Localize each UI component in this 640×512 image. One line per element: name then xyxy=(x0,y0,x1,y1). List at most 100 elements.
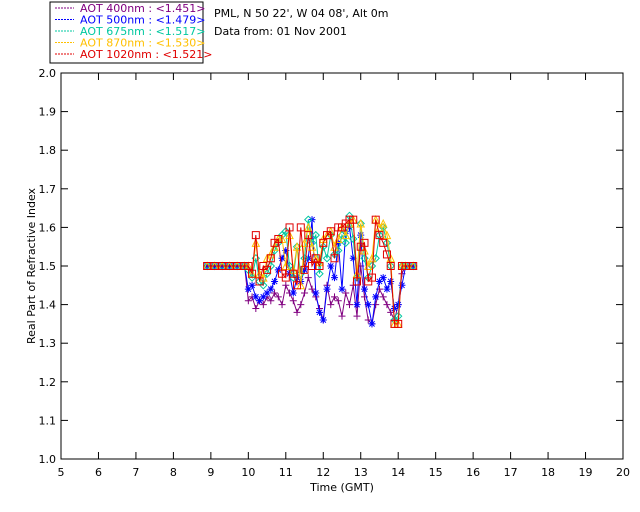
y-tick-label: 1.9 xyxy=(39,106,57,119)
data-point xyxy=(270,246,279,255)
data-point xyxy=(349,215,358,224)
data-point xyxy=(349,234,358,244)
data-point xyxy=(371,215,380,224)
data-point xyxy=(256,297,264,305)
data-point xyxy=(394,301,402,309)
data-point xyxy=(383,301,391,309)
x-tick-label: 6 xyxy=(95,466,102,479)
series-layer xyxy=(202,211,418,328)
data-point xyxy=(360,285,368,293)
x-tick-label: 19 xyxy=(579,466,593,479)
data-point xyxy=(352,277,361,286)
data-point xyxy=(255,277,264,286)
data-point xyxy=(289,297,297,305)
x-tick-label: 11 xyxy=(279,466,293,479)
y-tick-label: 1.6 xyxy=(39,221,57,234)
data-point xyxy=(248,269,257,278)
data-point xyxy=(266,254,275,263)
data-point xyxy=(285,223,294,232)
data-point xyxy=(251,238,261,247)
data-point xyxy=(382,250,391,259)
data-point xyxy=(323,285,331,293)
data-point xyxy=(372,301,380,309)
y-tick-label: 1.4 xyxy=(39,299,57,312)
x-tick-label: 9 xyxy=(207,466,214,479)
data-point xyxy=(367,273,376,282)
data-point xyxy=(341,238,350,248)
x-tick-label: 8 xyxy=(170,466,177,479)
data-point xyxy=(330,254,339,263)
data-point xyxy=(293,281,302,290)
data-point xyxy=(304,231,313,240)
legend-label: AOT 1020nm : <1.521> xyxy=(80,48,213,61)
data-point xyxy=(342,289,350,297)
legend-entry: AOT 500nm : <1.479> xyxy=(55,14,206,27)
data-point xyxy=(379,274,387,282)
data-point xyxy=(338,312,346,320)
data-point xyxy=(375,277,383,285)
data-point xyxy=(375,231,384,240)
data-point xyxy=(387,308,395,316)
data-point xyxy=(281,227,291,236)
data-point xyxy=(278,301,286,309)
data-point xyxy=(379,238,388,247)
data-point xyxy=(386,262,395,270)
data-point xyxy=(271,289,279,297)
data-point xyxy=(289,273,298,282)
data-point xyxy=(267,285,275,293)
data-point xyxy=(360,254,369,263)
data-point xyxy=(252,293,260,301)
data-point xyxy=(282,281,290,289)
data-point xyxy=(334,297,342,305)
x-tick-label: 13 xyxy=(354,466,368,479)
data-point xyxy=(364,301,372,309)
data-point xyxy=(379,293,387,301)
data-point xyxy=(353,312,361,320)
y-tick-label: 1.2 xyxy=(39,376,57,389)
data-point xyxy=(409,262,418,270)
x-tick-label: 5 xyxy=(58,466,65,479)
data-point xyxy=(274,293,282,301)
data-point xyxy=(311,230,320,240)
data-point xyxy=(322,254,332,263)
x-tick-label: 15 xyxy=(429,466,443,479)
data-point xyxy=(327,301,335,309)
data-point xyxy=(293,308,301,316)
data-point xyxy=(394,319,403,328)
data-point xyxy=(248,281,256,289)
data-point xyxy=(296,269,305,278)
data-point xyxy=(398,281,406,289)
legend-entry: AOT 1020nm : <1.521> xyxy=(55,48,213,61)
data-point xyxy=(263,265,272,274)
y-tick-label: 1.3 xyxy=(39,337,57,350)
date-info: Data from: 01 Nov 2001 xyxy=(214,25,347,38)
legend-entry: AOT 400nm : <1.451> xyxy=(55,2,206,15)
data-point xyxy=(252,304,260,312)
x-tick-label: 12 xyxy=(316,466,330,479)
legend-entry: AOT 870nm : <1.530> xyxy=(55,37,206,50)
data-point xyxy=(341,230,351,240)
data-point xyxy=(300,238,309,247)
legend-box xyxy=(49,1,204,64)
data-point xyxy=(259,301,267,309)
y-tick-label: 1.5 xyxy=(39,260,57,273)
x-axis-label: Time (GMT) xyxy=(309,481,374,494)
series-5 xyxy=(203,215,418,328)
data-point xyxy=(278,254,286,262)
data-point xyxy=(390,304,398,312)
data-point xyxy=(378,218,388,228)
data-point xyxy=(297,301,305,309)
legend-entry: AOT 675nm : <1.517> xyxy=(55,25,206,38)
data-point xyxy=(282,247,290,255)
data-point xyxy=(300,254,309,263)
data-point xyxy=(281,261,291,270)
y-tick-label: 1.0 xyxy=(39,453,57,466)
y-tick-label: 1.1 xyxy=(39,414,57,427)
data-point xyxy=(315,262,324,270)
data-point xyxy=(244,262,253,270)
legend: AOT 400nm : <1.451>AOT 500nm : <1.479>AO… xyxy=(49,1,213,64)
data-point xyxy=(312,289,320,297)
data-point xyxy=(319,242,328,251)
data-point xyxy=(349,254,357,262)
